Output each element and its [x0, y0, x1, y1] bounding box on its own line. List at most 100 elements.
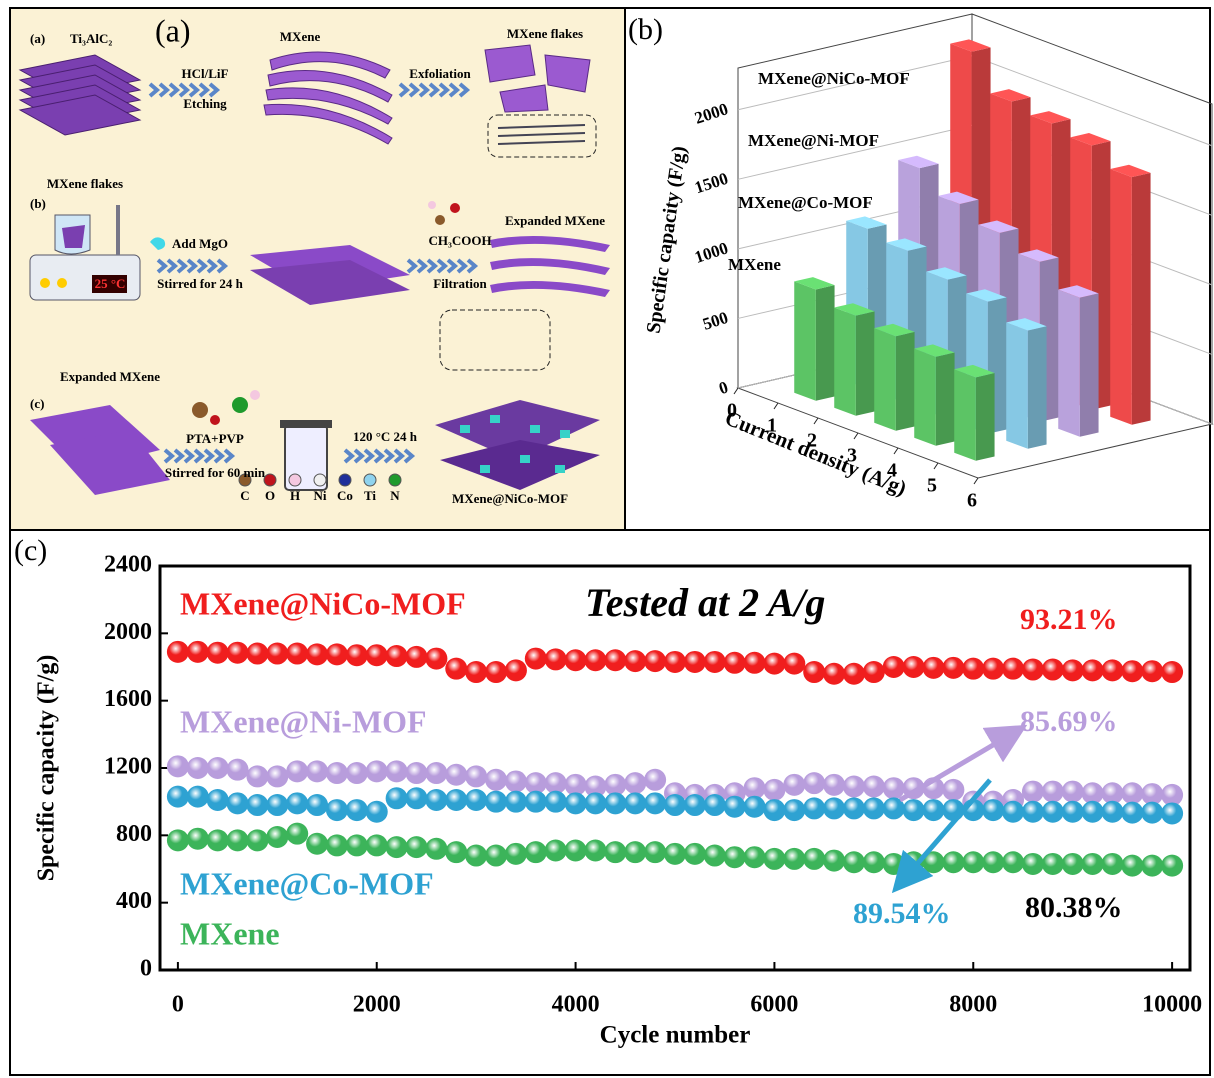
tick-mark: [773, 402, 779, 410]
point: [286, 760, 309, 783]
y-tick-label: 1200: [104, 754, 152, 780]
label: 25 °C: [95, 276, 126, 291]
point: [683, 650, 706, 673]
point: [345, 834, 368, 857]
point: [1081, 659, 1104, 682]
atom-swatch: [238, 473, 252, 487]
point: [524, 790, 547, 813]
point: [1081, 782, 1104, 805]
point: [982, 657, 1005, 680]
point: [524, 772, 547, 795]
atom-label: Co: [337, 488, 353, 503]
point: [325, 643, 348, 666]
point: [306, 643, 329, 666]
point: [504, 790, 527, 813]
point: [743, 777, 766, 800]
point: [763, 778, 786, 801]
bar-top: [966, 289, 1007, 302]
point: [385, 645, 408, 668]
bar-top: [886, 238, 927, 251]
point: [1161, 783, 1184, 806]
point: [206, 829, 229, 852]
point: [365, 800, 388, 823]
point: [1041, 852, 1064, 875]
x-tick-label: 4000: [552, 992, 600, 1018]
tick-mark: [893, 447, 899, 455]
point: [206, 641, 229, 664]
point: [803, 661, 826, 684]
stirrer: [29, 205, 141, 301]
panel-label: (a): [155, 12, 191, 48]
atom-swatch: [388, 473, 402, 487]
point: [1002, 800, 1025, 823]
bar-top: [1030, 111, 1071, 124]
point: [286, 792, 309, 815]
point: [246, 794, 269, 817]
point: [564, 839, 587, 862]
point: [1021, 658, 1044, 681]
atom-swatch: [363, 473, 377, 487]
point: [584, 792, 607, 815]
point: [286, 822, 309, 845]
bar-top: [846, 216, 887, 229]
atom-label: O: [265, 488, 275, 503]
series-label: MXene@Co-MOF: [738, 193, 873, 212]
tick-mark: [813, 417, 819, 425]
label: Etching: [183, 96, 227, 111]
point: [942, 851, 965, 874]
bar-front: [954, 369, 976, 461]
series-label: MXene@NiCo-MOF: [180, 585, 466, 621]
label: MXene flakes: [507, 26, 583, 41]
point: [1061, 780, 1084, 803]
point: [365, 760, 388, 783]
point: [1101, 659, 1124, 682]
zoom-box: [439, 309, 551, 371]
x-tick-label: 0: [172, 992, 184, 1018]
point: [365, 834, 388, 857]
point: [962, 851, 985, 874]
label: Exfoliation: [409, 66, 471, 81]
point: [783, 773, 806, 796]
point: [584, 775, 607, 798]
point: [325, 834, 348, 857]
point: [206, 788, 229, 811]
point: [1061, 800, 1084, 823]
bar-top: [1018, 249, 1059, 262]
point: [763, 652, 786, 675]
point: [604, 773, 627, 796]
point: [524, 647, 547, 670]
ligands: [192, 390, 260, 425]
point: [1021, 800, 1044, 823]
point: [1121, 854, 1144, 877]
series-label: MXene@NiCo-MOF: [758, 69, 910, 88]
point: [803, 847, 826, 870]
label: Stirred for 24 h: [157, 276, 244, 291]
point: [723, 846, 746, 869]
row-label: (c): [30, 396, 44, 411]
atom-legend: C O H Ni Co Ti N: [238, 473, 402, 503]
label: Filtration: [433, 276, 487, 291]
point: [465, 788, 488, 811]
point: [345, 644, 368, 667]
point: [842, 662, 865, 685]
y-tick-label: 0: [140, 956, 152, 982]
mgo-icon: [150, 237, 166, 250]
point: [1121, 801, 1144, 824]
series-label: MXene: [728, 255, 781, 274]
bar-top: [950, 39, 991, 52]
atom-swatch: [313, 473, 327, 487]
bar-side: [895, 331, 915, 431]
point: [664, 842, 686, 865]
point: [504, 770, 527, 793]
point: [1121, 660, 1144, 683]
point: [1081, 852, 1104, 875]
label: Expanded MXene: [60, 369, 160, 384]
point: [1141, 660, 1164, 683]
point: [445, 788, 468, 811]
point: [1041, 780, 1064, 803]
bar-side: [855, 311, 875, 416]
layers: [497, 124, 586, 145]
annotation-arrow: [891, 778, 992, 894]
point: [902, 656, 925, 678]
panel-label: (c): [14, 534, 47, 567]
